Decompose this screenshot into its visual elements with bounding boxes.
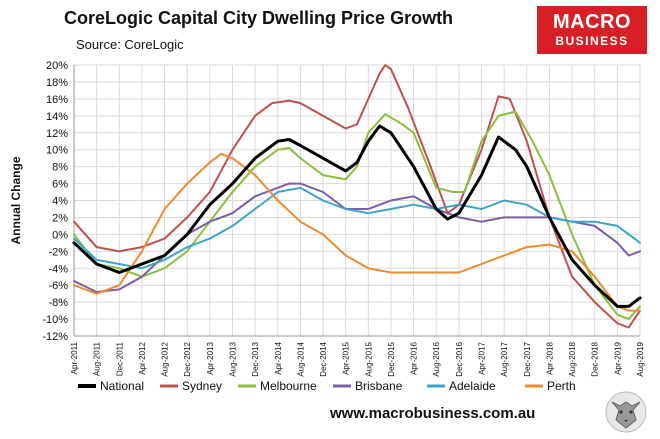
series-line-perth: [73, 152, 641, 312]
legend-label-sydney: Sydney: [182, 379, 222, 393]
y-tick-label: 10%: [46, 145, 68, 157]
y-tick-label: 0%: [52, 229, 68, 241]
x-tick-label: Aug-2014: [296, 341, 305, 376]
x-tick-label: Aug-2013: [228, 341, 237, 376]
x-tick-label: Dec-2014: [319, 341, 328, 376]
chart-title: CoreLogic Capital City Dwelling Price Gr…: [64, 8, 454, 28]
series-line-national: [72, 124, 642, 308]
x-tick-label: Apr-2011: [70, 341, 79, 374]
legend-label-adelaide: Adelaide: [449, 379, 496, 393]
x-tick-label: Dec-2011: [115, 341, 124, 376]
x-tick-label: Apr-2015: [342, 341, 351, 374]
x-tick-label: Aug-2012: [161, 341, 170, 376]
y-tick-label: 4%: [52, 196, 68, 208]
y-tick-label: -6%: [48, 280, 68, 292]
series-line-brisbane: [73, 182, 641, 293]
legend-label-perth: Perth: [547, 379, 576, 393]
x-tick-label: Aug-2015: [364, 341, 373, 376]
y-tick-label: 2%: [52, 212, 68, 224]
x-tick-label: Dec-2012: [183, 341, 192, 376]
x-tick-label: Aug-2017: [500, 341, 509, 376]
y-axis-label: Annual Change: [9, 156, 23, 244]
x-tick-label: Dec-2015: [387, 341, 396, 376]
x-tick-label: Aug-2011: [93, 341, 102, 376]
legend-label-melbourne: Melbourne: [260, 379, 317, 393]
y-tick-label: 20%: [46, 60, 68, 72]
y-tick-label: 14%: [46, 111, 68, 123]
x-tick-label: Aug-2018: [568, 341, 577, 376]
y-tick-label: 18%: [46, 77, 68, 89]
legend-label-brisbane: Brisbane: [355, 379, 403, 393]
y-tick-label: -2%: [48, 246, 68, 258]
website-url: www.macrobusiness.com.au: [330, 405, 536, 422]
x-tick-label: Apr-2014: [274, 341, 283, 374]
x-tick-label: Dec-2013: [251, 341, 260, 376]
x-tick-label: Apr-2013: [206, 341, 215, 374]
logo-line-2: BUSINESS: [555, 34, 629, 48]
series-line-adelaide: [73, 186, 641, 270]
y-tick-label: -10%: [42, 314, 68, 326]
macrobusiness-logo: MACRO BUSINESS: [537, 6, 647, 54]
y-tick-label: 8%: [52, 162, 68, 174]
y-tick-label: 16%: [46, 94, 68, 106]
y-tick-label: -8%: [48, 297, 68, 309]
y-tick-label: -12%: [42, 331, 68, 343]
logo-line-1: MACRO: [552, 11, 632, 33]
x-tick-label: Dec-2018: [591, 341, 600, 376]
x-tick-label: Dec-2017: [523, 341, 532, 376]
x-tick-label: Aug-2019: [636, 341, 645, 376]
series-line-sydney: [73, 64, 641, 329]
x-tick-label: Dec-2016: [455, 341, 464, 376]
y-tick-label: 6%: [52, 179, 68, 191]
y-tick-label: 12%: [46, 128, 68, 140]
chart-source: Source: CoreLogic: [76, 37, 184, 52]
x-tick-label: Apr-2017: [478, 341, 487, 374]
legend-label-national: National: [100, 379, 144, 393]
wolf-logo-icon: [605, 391, 647, 433]
x-tick-label: Apr-2018: [545, 341, 554, 374]
x-tick-label: Apr-2012: [138, 341, 147, 374]
series-line-melbourne: [73, 110, 641, 321]
y-tick-label: -4%: [48, 263, 68, 275]
x-tick-label: Apr-2019: [613, 341, 622, 374]
x-tick-label: Apr-2016: [410, 341, 419, 374]
x-tick-label: Aug-2016: [432, 341, 441, 376]
